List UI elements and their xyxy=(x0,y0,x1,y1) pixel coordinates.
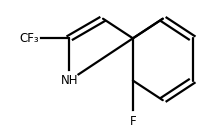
Text: F: F xyxy=(130,115,136,128)
Text: CF₃: CF₃ xyxy=(20,32,39,45)
Text: NH: NH xyxy=(60,74,78,87)
